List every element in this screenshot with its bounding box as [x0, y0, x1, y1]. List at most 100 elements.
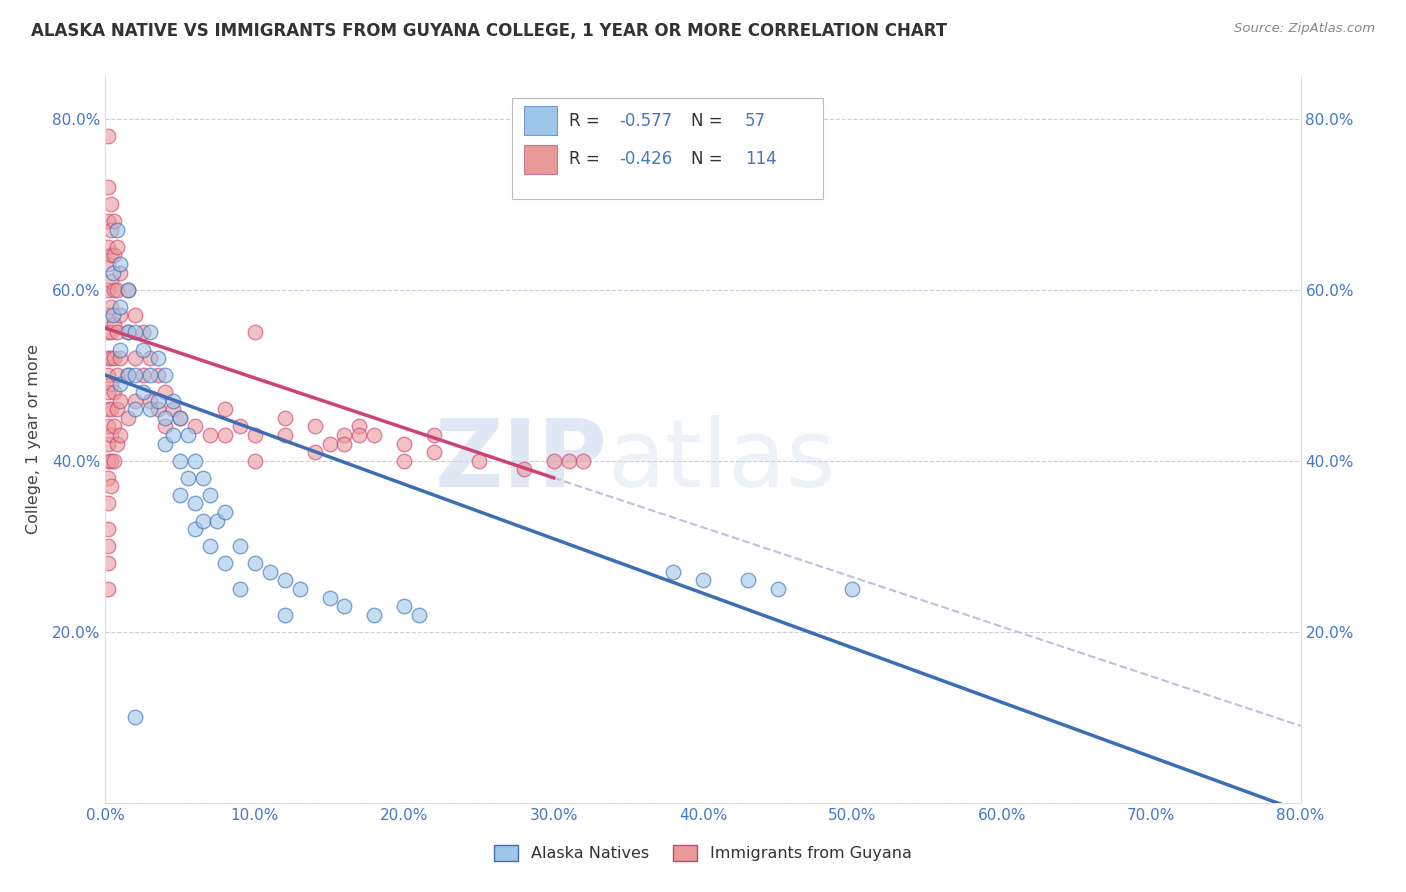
Text: ALASKA NATIVE VS IMMIGRANTS FROM GUYANA COLLEGE, 1 YEAR OR MORE CORRELATION CHAR: ALASKA NATIVE VS IMMIGRANTS FROM GUYANA …	[31, 22, 948, 40]
Point	[124, 393, 146, 408]
Point	[304, 445, 326, 459]
Point	[259, 565, 281, 579]
Point	[107, 223, 129, 237]
Point	[184, 419, 207, 434]
Point	[155, 436, 177, 450]
Point	[101, 308, 124, 322]
Point	[132, 326, 155, 340]
Point	[97, 385, 120, 400]
Point	[124, 402, 146, 417]
Point	[97, 471, 120, 485]
Point	[117, 283, 139, 297]
Point	[100, 274, 122, 288]
Text: N =: N =	[692, 112, 728, 130]
Point	[97, 257, 120, 271]
Point	[273, 607, 295, 622]
Point	[229, 582, 252, 596]
Point	[184, 522, 207, 536]
Point	[117, 411, 139, 425]
FancyBboxPatch shape	[524, 145, 557, 174]
Point	[100, 326, 122, 340]
Point	[139, 368, 162, 383]
Point	[97, 128, 120, 143]
Point	[100, 197, 122, 211]
Point	[214, 505, 236, 519]
Point	[198, 539, 221, 553]
Point	[146, 351, 169, 365]
Point	[155, 419, 177, 434]
Point	[103, 317, 125, 331]
Point	[110, 393, 132, 408]
Point	[97, 240, 120, 254]
Point	[423, 428, 446, 442]
Point	[110, 266, 132, 280]
Point	[117, 326, 139, 340]
Point	[97, 436, 120, 450]
Point	[557, 453, 579, 467]
Point	[97, 419, 120, 434]
Point	[318, 436, 340, 450]
Point	[117, 283, 139, 297]
Point	[110, 300, 132, 314]
Point	[155, 368, 177, 383]
Point	[155, 411, 177, 425]
Point	[146, 368, 169, 383]
Point	[100, 428, 122, 442]
Point	[243, 326, 266, 340]
Point	[214, 402, 236, 417]
Point	[107, 436, 129, 450]
Point	[304, 419, 326, 434]
Point	[543, 453, 565, 467]
Point	[103, 248, 125, 262]
Point	[139, 393, 162, 408]
Point	[139, 351, 162, 365]
Point	[273, 411, 295, 425]
Point	[110, 308, 132, 322]
Point	[97, 582, 120, 596]
Point	[124, 351, 146, 365]
Point	[117, 368, 139, 383]
Point	[97, 214, 120, 228]
Point	[124, 308, 146, 322]
Point	[169, 453, 191, 467]
Text: R =: R =	[569, 151, 605, 169]
Point	[692, 574, 714, 588]
Point	[162, 428, 184, 442]
Point	[572, 453, 595, 467]
Point	[132, 385, 155, 400]
Text: R =: R =	[569, 112, 605, 130]
Point	[288, 582, 311, 596]
Point	[363, 607, 385, 622]
Point	[273, 574, 295, 588]
Legend: Alaska Natives, Immigrants from Guyana: Alaska Natives, Immigrants from Guyana	[488, 838, 918, 868]
Point	[103, 283, 125, 297]
Point	[169, 488, 191, 502]
Point	[214, 557, 236, 571]
Point	[132, 343, 155, 357]
Point	[110, 351, 132, 365]
Point	[97, 496, 120, 510]
Point	[214, 428, 236, 442]
Point	[97, 522, 120, 536]
Text: N =: N =	[692, 151, 728, 169]
Point	[349, 419, 371, 434]
Point	[139, 326, 162, 340]
Point	[146, 402, 169, 417]
Point	[97, 557, 120, 571]
Point	[169, 411, 191, 425]
Point	[107, 368, 129, 383]
Point	[124, 326, 146, 340]
Point	[318, 591, 340, 605]
Point	[766, 582, 789, 596]
Point	[162, 393, 184, 408]
Text: -0.426: -0.426	[620, 151, 672, 169]
Point	[191, 471, 214, 485]
Point	[100, 223, 122, 237]
Point	[662, 565, 685, 579]
Point	[103, 385, 125, 400]
Point	[100, 479, 122, 493]
Text: Source: ZipAtlas.com: Source: ZipAtlas.com	[1234, 22, 1375, 36]
Point	[97, 180, 120, 194]
Point	[423, 445, 446, 459]
Point	[107, 283, 129, 297]
